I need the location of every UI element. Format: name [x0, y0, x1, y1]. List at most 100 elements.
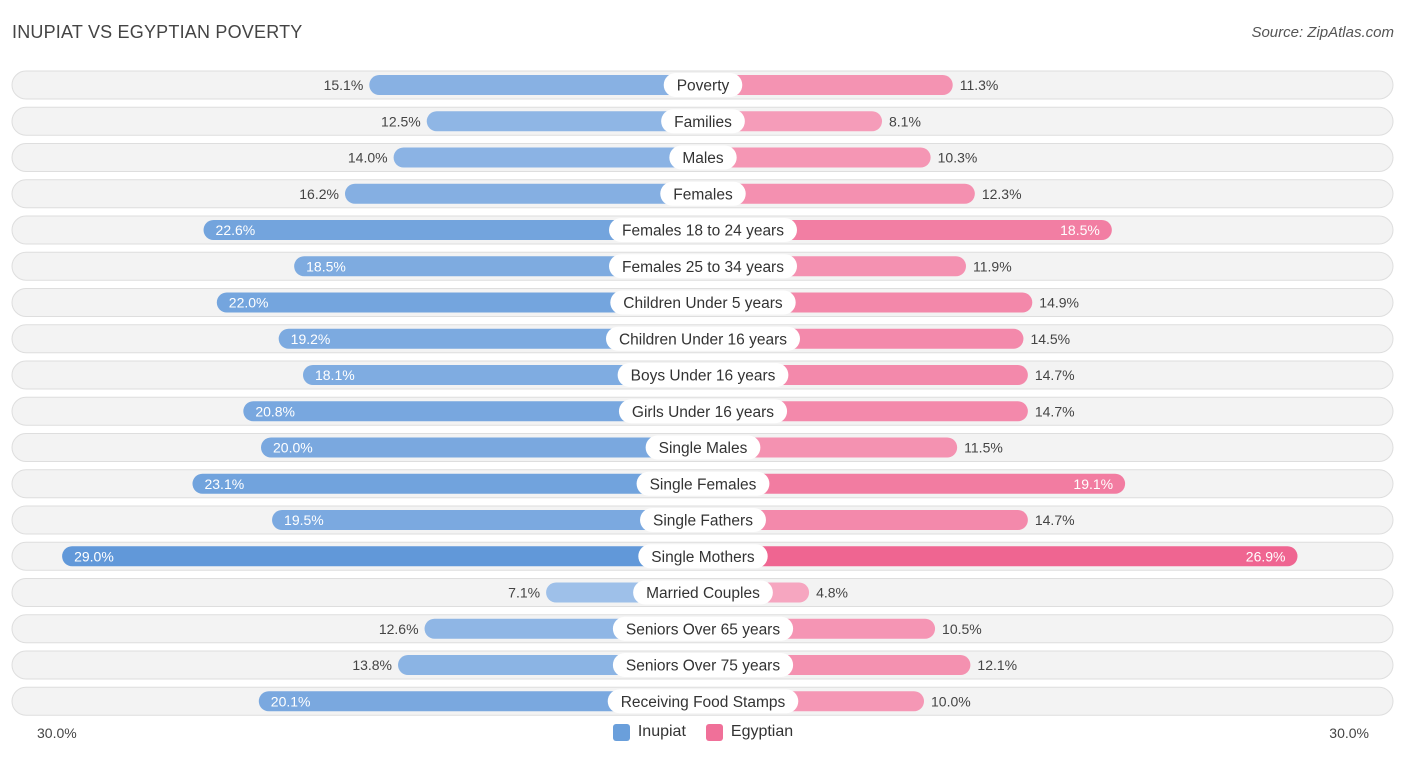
value-label-inupiat: 14.0% — [348, 150, 388, 166]
category-label: Seniors Over 65 years — [626, 621, 780, 638]
category-label: Seniors Over 75 years — [626, 658, 780, 675]
value-label-inupiat: 12.6% — [379, 621, 419, 637]
value-label-inupiat: 19.2% — [291, 331, 331, 347]
bar-inupiat — [243, 401, 703, 422]
category-label: Females 18 to 24 years — [622, 223, 784, 240]
category-label-pill — [609, 218, 797, 242]
category-label: Children Under 5 years — [623, 295, 783, 312]
category-label-pill — [661, 109, 745, 134]
bar-egyptian — [703, 437, 958, 458]
bar-inupiat — [369, 75, 703, 95]
category-label-pill — [645, 435, 761, 460]
value-label-egyptian: 10.3% — [938, 150, 978, 166]
value-label-inupiat: 15.1% — [324, 77, 364, 93]
category-label: Males — [682, 150, 724, 167]
category-label: Poverty — [677, 78, 730, 95]
category-label: Receiving Food Stamps — [621, 694, 786, 711]
value-label-egyptian: 11.5% — [964, 440, 1003, 456]
value-label-egyptian: 14.7% — [1035, 403, 1075, 419]
bar-egyptian — [703, 473, 1126, 494]
value-label-egyptian: 10.5% — [942, 621, 982, 637]
legend-label-inupiat: Inupiat — [637, 723, 686, 740]
value-label-inupiat: 12.5% — [381, 113, 421, 129]
bar-inupiat — [344, 183, 703, 204]
value-label-egyptian: 8.1% — [889, 113, 921, 129]
axis-right-label: 30.0% — [1329, 725, 1369, 741]
value-label-egyptian: 10.0% — [931, 693, 971, 709]
legend-item-egyptian[interactable]: Egyptian — [705, 723, 794, 741]
value-label-egyptian: 18.5% — [1060, 222, 1100, 238]
category-label: Single Males — [659, 440, 748, 457]
category-label-pill — [660, 181, 746, 206]
legend-label-egyptian: Egyptian — [730, 723, 794, 740]
category-label: Families — [674, 114, 732, 131]
source-label: Source: ZipAtlas.com — [1251, 24, 1394, 41]
category-label-pill — [605, 326, 801, 351]
category-label-pill — [610, 290, 796, 315]
bar-egyptian — [703, 75, 953, 95]
bar-inupiat — [261, 437, 703, 458]
value-label-inupiat: 29.0% — [74, 548, 114, 564]
category-label: Married Couples — [646, 585, 760, 602]
category-label-pill — [636, 471, 770, 496]
value-label-egyptian: 12.1% — [977, 657, 1017, 673]
bar-inupiat — [62, 546, 704, 567]
value-label-egyptian: 14.5% — [1030, 331, 1070, 347]
category-label-pill — [669, 145, 737, 170]
value-label-egyptian: 11.9% — [973, 258, 1012, 274]
value-label-inupiat: 7.1% — [508, 585, 540, 601]
bar-inupiat — [258, 691, 703, 712]
bar-inupiat — [192, 473, 704, 494]
legend-item-inupiat[interactable]: Inupiat — [612, 723, 686, 741]
category-label-pill — [617, 363, 789, 387]
bar-inupiat — [393, 147, 703, 168]
category-label: Single Females — [650, 476, 757, 493]
value-label-egyptian: 14.9% — [1039, 295, 1079, 311]
category-label: Females — [673, 186, 733, 203]
bar-egyptian — [703, 546, 1298, 567]
bar-inupiat — [272, 510, 703, 530]
chart-title: INUPIAT VS EGYPTIAN POVERTY — [12, 22, 303, 42]
category-label-pill — [633, 580, 773, 605]
value-label-inupiat: 13.8% — [352, 657, 392, 673]
bar-inupiat — [302, 365, 703, 385]
legend-swatch-egyptian — [705, 723, 723, 741]
category-label-pill — [618, 399, 788, 424]
bar-egyptian — [703, 111, 883, 132]
legend: Inupiat Egyptian — [0, 723, 1406, 741]
bar-inupiat — [294, 256, 703, 277]
value-label-egyptian: 12.3% — [982, 186, 1022, 202]
category-label: Boys Under 16 years — [631, 368, 776, 385]
bar-egyptian — [703, 147, 931, 168]
legend-swatch-inupiat — [612, 723, 630, 741]
value-label-egyptian: 14.7% — [1035, 512, 1075, 528]
bar-inupiat — [426, 111, 703, 132]
bar-egyptian — [703, 510, 1028, 530]
value-label-egyptian: 26.9% — [1246, 548, 1286, 564]
value-label-inupiat: 19.5% — [284, 512, 324, 528]
category-label: Children Under 16 years — [619, 331, 787, 348]
value-label-inupiat: 23.1% — [204, 476, 244, 492]
value-label-egyptian: 19.1% — [1073, 476, 1113, 492]
category-label: Single Mothers — [651, 549, 755, 566]
category-label-pill — [609, 254, 797, 279]
axis-left-label: 30.0% — [37, 725, 77, 741]
bar-inupiat — [203, 220, 704, 240]
category-label-pill — [640, 508, 766, 532]
value-label-inupiat: 20.1% — [271, 693, 311, 709]
category-label: Single Fathers — [653, 513, 753, 530]
value-label-egyptian: 4.8% — [816, 585, 848, 601]
category-label-pill — [607, 689, 799, 714]
value-label-inupiat: 18.5% — [306, 258, 346, 274]
value-label-inupiat: 16.2% — [299, 186, 339, 202]
value-label-egyptian: 11.3% — [960, 77, 999, 93]
category-label-pill — [663, 73, 743, 97]
bar-inupiat — [278, 328, 703, 349]
bar-egyptian — [703, 183, 975, 204]
category-label-pill — [638, 544, 768, 569]
value-label-inupiat: 20.8% — [255, 403, 295, 419]
value-label-egyptian: 14.7% — [1035, 367, 1075, 383]
value-label-inupiat: 22.6% — [216, 222, 256, 238]
value-label-inupiat: 18.1% — [315, 367, 355, 383]
